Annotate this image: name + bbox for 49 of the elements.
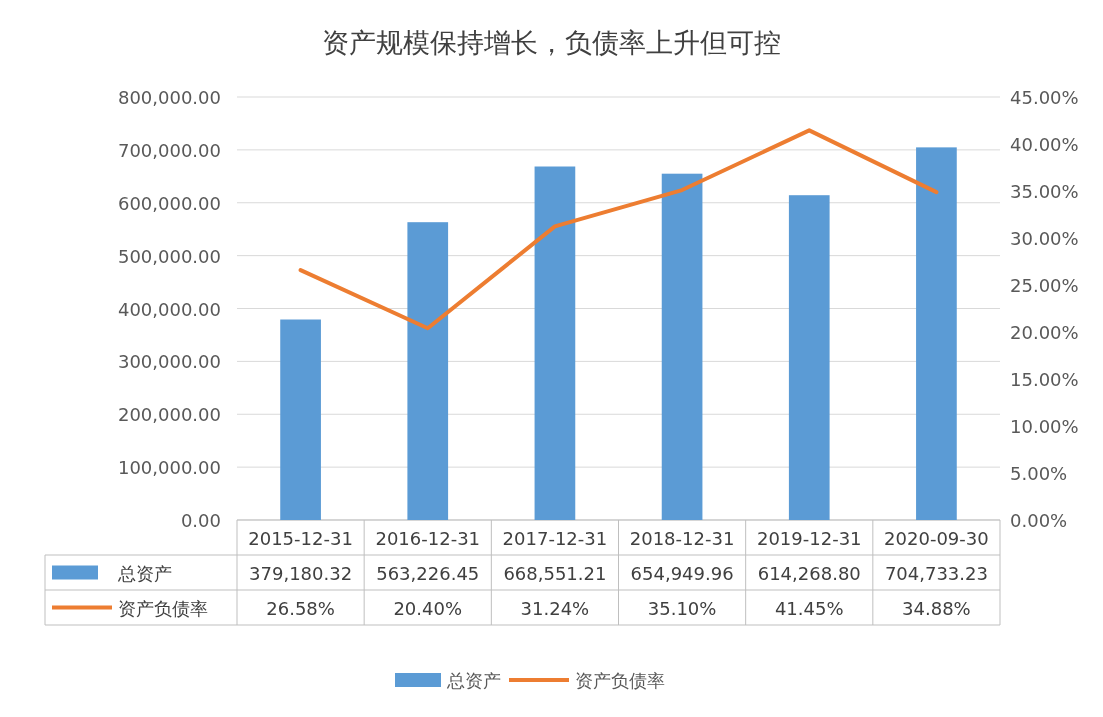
bar bbox=[788, 195, 830, 520]
data-label: 31.24% bbox=[520, 597, 590, 619]
bar bbox=[280, 319, 321, 520]
y-tick-label: 100,000.00 bbox=[117, 457, 221, 479]
data-label: 41.45% bbox=[774, 597, 844, 619]
data-label: 35.10% bbox=[647, 597, 717, 619]
y2-tick-label: 20.00% bbox=[1010, 322, 1079, 343]
y-tick-label: 600,000.00 bbox=[117, 192, 221, 214]
y2-tick-label: 35.00% bbox=[1010, 181, 1079, 202]
bar bbox=[407, 222, 449, 520]
x-tick-label: 2017-12-31 bbox=[502, 528, 608, 549]
x-tick-label: 2019-12-31 bbox=[756, 528, 862, 549]
bar bbox=[661, 173, 703, 520]
y-tick-label: 400,000.00 bbox=[117, 298, 221, 320]
data-label: 614,268.80 bbox=[757, 562, 861, 584]
y-tick-label: 700,000.00 bbox=[117, 139, 221, 161]
y-tick-label: 500,000.00 bbox=[117, 245, 221, 267]
legend-label: 资产负债率 bbox=[118, 597, 208, 619]
x-tick-label: 2018-12-31 bbox=[629, 528, 735, 549]
data-label: 654,949.96 bbox=[630, 562, 734, 584]
data-label: 379,180.32 bbox=[249, 562, 353, 584]
data-label: 704,733.23 bbox=[884, 562, 988, 584]
y-tick-label: 0.00 bbox=[180, 510, 221, 531]
text: 资产负债率 bbox=[575, 670, 665, 691]
line-series bbox=[298, 128, 939, 331]
y2-tick-label: 45.00% bbox=[1010, 87, 1079, 108]
legend-label: 总资产 bbox=[117, 562, 172, 584]
x-tick-label: 2016-12-31 bbox=[375, 528, 481, 549]
x-tick-label: 2015-12-31 bbox=[248, 528, 353, 549]
x-tick-label: 2020-09-30 bbox=[884, 528, 989, 549]
y2-tick-label: 25.00% bbox=[1010, 275, 1079, 296]
y2-tick-label: 15.00% bbox=[1010, 369, 1079, 390]
data-label: 563,226.45 bbox=[376, 562, 480, 584]
chart-title: 资产规模保持增长，负债率上升但可控 bbox=[322, 27, 781, 58]
bar bbox=[916, 147, 957, 520]
bar bbox=[534, 166, 576, 520]
data-label: 34.88% bbox=[902, 597, 971, 619]
y2-tick-label: 5.00% bbox=[1010, 463, 1068, 484]
y-tick-label: 300,000.00 bbox=[117, 351, 221, 373]
y2-tick-label: 10.00% bbox=[1010, 416, 1079, 437]
data-label: 20.40% bbox=[393, 597, 463, 619]
data-label: 26.58% bbox=[266, 597, 335, 619]
y2-tick-label: 0.00% bbox=[1010, 510, 1068, 531]
y2-tick-label: 30.00% bbox=[1010, 228, 1079, 249]
y-tick-label: 800,000.00 bbox=[117, 87, 221, 108]
data-label: 668,551.21 bbox=[503, 562, 607, 584]
y2-tick-label: 40.00% bbox=[1010, 134, 1079, 155]
text: 总资产 bbox=[447, 670, 501, 691]
y-tick-label: 200,000.00 bbox=[117, 404, 221, 426]
